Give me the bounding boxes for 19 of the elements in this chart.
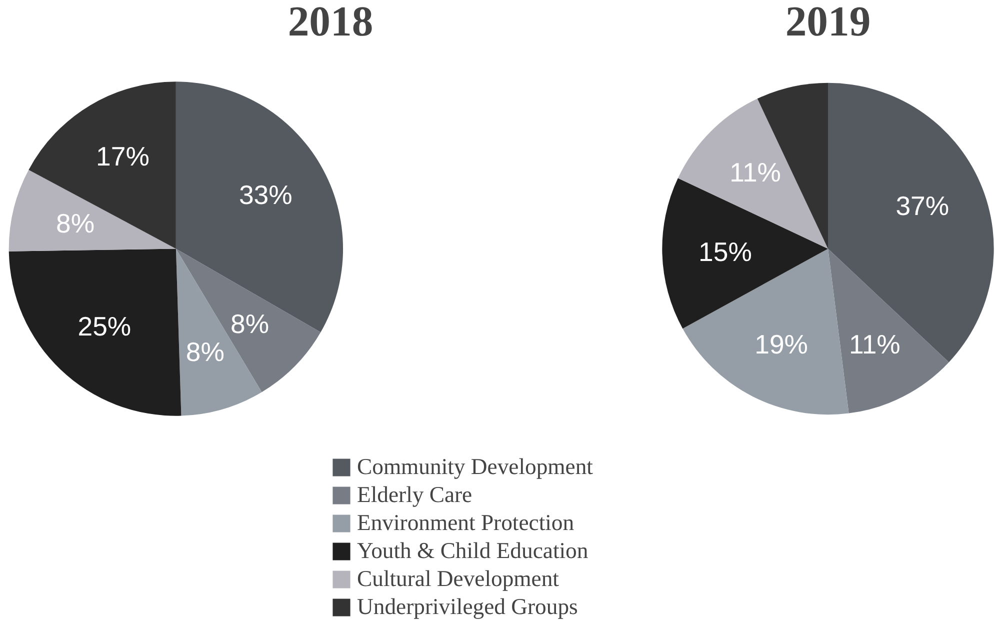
data-label: 19% <box>754 330 808 360</box>
data-label: 25% <box>78 312 132 342</box>
data-label: 37% <box>896 191 950 222</box>
data-label: 17% <box>96 141 150 172</box>
data-label: 8% <box>186 336 224 367</box>
data-label: 11% <box>730 158 781 188</box>
legend-label: Community Development <box>357 454 593 480</box>
data-label: 15% <box>698 237 752 268</box>
data-label: 33% <box>238 180 292 210</box>
legend-label: Cultural Development <box>357 566 559 592</box>
chart-title: 2018 <box>288 0 374 46</box>
chart-title: 2019 <box>785 0 871 46</box>
legend-label: Elderly Care <box>357 482 472 508</box>
data-label: 11% <box>848 330 900 360</box>
legend-label: Youth & Child Education <box>357 538 588 564</box>
data-label: 8% <box>56 208 95 238</box>
legend-label: Underprivileged Groups <box>357 594 578 620</box>
legend-label: Environment Protection <box>357 510 574 536</box>
data-label: 8% <box>230 309 270 340</box>
